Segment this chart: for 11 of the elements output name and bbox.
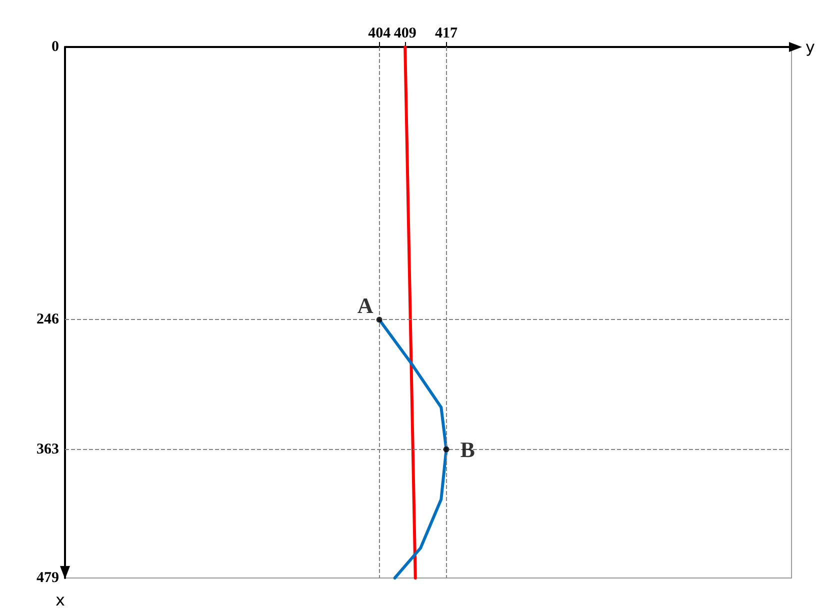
line-series (378, 318, 448, 580)
x-axis-title: y (806, 38, 815, 56)
x-tick-label: 404 (368, 26, 392, 42)
x-tick-label: 417 (435, 26, 458, 42)
y-axis-title: x (56, 590, 65, 610)
y-tick-label: 479 (36, 570, 59, 586)
annotation: A (357, 293, 374, 318)
y-tick-label: 246 (36, 312, 60, 328)
y-tick-label: 0 (52, 39, 59, 55)
y-tick-label: 363 (36, 441, 59, 458)
x-tick-label: 409 (394, 26, 416, 42)
